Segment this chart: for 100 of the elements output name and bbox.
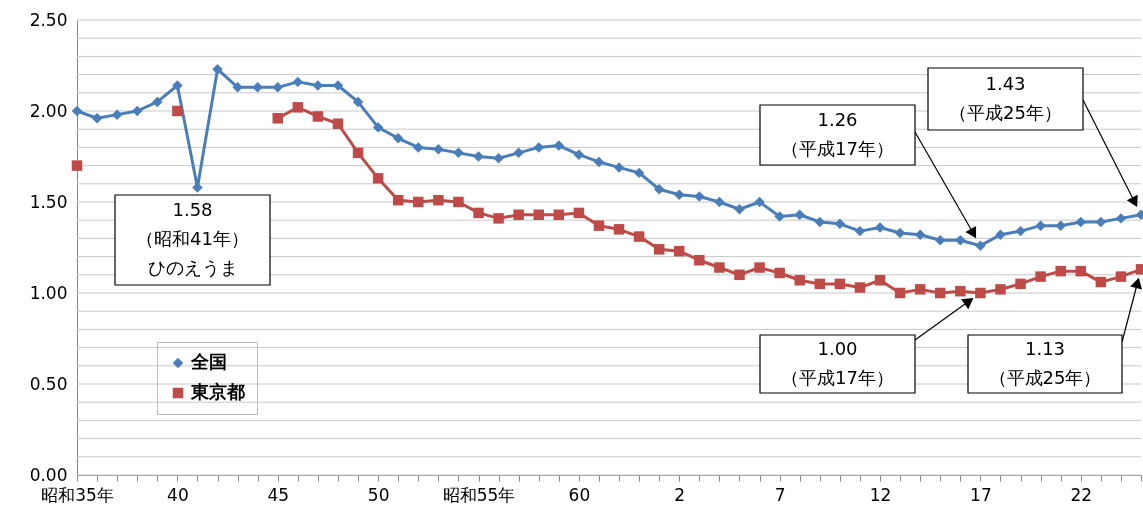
point (914, 284, 926, 295)
x-tick-label: 50 (367, 484, 390, 505)
point (754, 196, 765, 208)
annotation: 1.13（平成25年） (988, 337, 1102, 388)
point (272, 82, 283, 93)
point (834, 278, 846, 290)
point (754, 262, 765, 273)
point (955, 234, 966, 246)
x-tick-label: 60 (568, 484, 591, 505)
point (1035, 220, 1046, 231)
point (352, 147, 364, 159)
point (734, 269, 745, 281)
point (392, 133, 404, 144)
point (1035, 271, 1046, 282)
point (553, 209, 565, 220)
point (453, 196, 464, 208)
point (1095, 216, 1107, 228)
point (413, 196, 424, 208)
point (71, 105, 83, 117)
legend-label: 全国 (190, 351, 227, 372)
point (814, 278, 826, 290)
point (332, 118, 344, 129)
point (473, 151, 484, 162)
point (874, 222, 886, 233)
point (252, 82, 263, 93)
x-tick-label: 2 (674, 484, 686, 505)
y-tick-label: 0.50 (29, 373, 68, 394)
point (352, 96, 364, 108)
point (372, 122, 384, 133)
x-tick-label: 17 (970, 484, 992, 505)
point (212, 63, 223, 75)
annotation: 1.00（平成17年） (781, 337, 894, 388)
point (975, 287, 986, 299)
point (794, 209, 805, 220)
point (513, 209, 524, 220)
annotation: 1.26（平成17年） (781, 108, 894, 159)
x-tick-label: 12 (869, 484, 892, 505)
point (854, 282, 866, 293)
point (573, 149, 585, 160)
point (995, 284, 1006, 295)
point (613, 162, 625, 173)
point (292, 76, 304, 88)
point (955, 285, 966, 297)
point (372, 173, 384, 184)
point (111, 109, 123, 120)
x-tick-label: 22 (1070, 484, 1093, 505)
point (694, 255, 705, 266)
x-tick-label: 40 (167, 484, 189, 505)
point (894, 227, 906, 239)
point (674, 189, 685, 200)
point (1115, 213, 1127, 224)
point (1015, 225, 1026, 237)
point (653, 244, 665, 255)
point (553, 140, 565, 151)
point (914, 229, 926, 240)
point (674, 245, 685, 257)
point (714, 196, 725, 208)
point (493, 213, 504, 224)
point (493, 153, 504, 164)
point (854, 225, 866, 237)
point (152, 96, 163, 108)
point (453, 147, 464, 159)
point (653, 184, 665, 195)
point (1015, 278, 1026, 290)
y-tick-label: 1.00 (29, 282, 68, 303)
point (995, 229, 1006, 240)
annotation: 1.43（平成25年） (949, 72, 1062, 123)
point (593, 156, 605, 168)
point (633, 231, 645, 242)
y-tick-label: 0.00 (29, 464, 68, 485)
point (1075, 265, 1087, 277)
point (794, 275, 805, 286)
point (874, 275, 886, 286)
point (172, 80, 183, 91)
point (433, 194, 444, 206)
point (392, 194, 404, 206)
point (1115, 271, 1127, 282)
point (593, 220, 605, 231)
legend-label: 東京都 (190, 381, 245, 402)
x-tick-label: 昭和35年 (41, 484, 114, 505)
point (433, 143, 444, 155)
point (533, 209, 544, 220)
point (272, 113, 283, 124)
x-tick-label: 昭和55年 (442, 484, 516, 505)
point (834, 218, 846, 230)
point (413, 142, 424, 153)
y-tick-label: 2.50 (29, 9, 68, 30)
point (633, 167, 645, 179)
point (91, 113, 103, 124)
y-tick-label: 1.50 (29, 191, 68, 212)
point (573, 207, 585, 219)
y-tick-label: 2.00 (29, 100, 68, 121)
point (513, 147, 524, 159)
point (774, 267, 785, 279)
point (71, 160, 83, 171)
point (694, 191, 705, 202)
x-tick-label: 7 (774, 484, 786, 505)
point (533, 142, 544, 153)
point (1095, 276, 1107, 288)
point (935, 234, 946, 246)
